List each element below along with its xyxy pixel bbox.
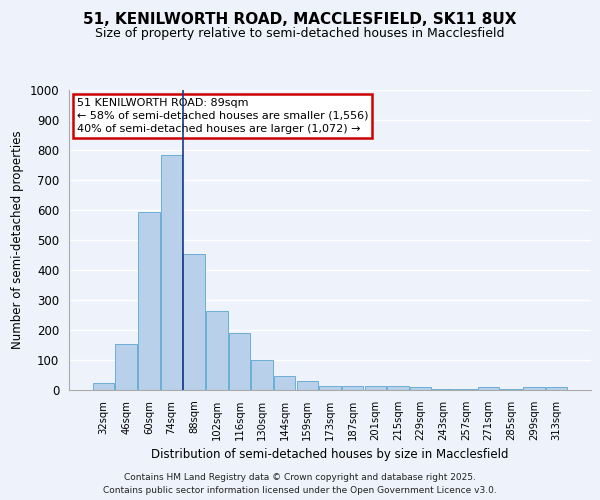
Y-axis label: Number of semi-detached properties: Number of semi-detached properties: [11, 130, 24, 350]
Bar: [342, 386, 364, 390]
Text: 51 KENILWORTH ROAD: 89sqm
← 58% of semi-detached houses are smaller (1,556)
40% : 51 KENILWORTH ROAD: 89sqm ← 58% of semi-…: [77, 98, 368, 134]
Text: Contains HM Land Registry data © Crown copyright and database right 2025.
Contai: Contains HM Land Registry data © Crown c…: [103, 474, 497, 495]
Text: 51, KENILWORTH ROAD, MACCLESFIELD, SK11 8UX: 51, KENILWORTH ROAD, MACCLESFIELD, SK11 …: [83, 12, 517, 28]
Bar: [229, 333, 250, 390]
Bar: [455, 389, 476, 390]
Bar: [523, 387, 545, 390]
Bar: [184, 254, 205, 390]
Bar: [296, 381, 318, 390]
Bar: [138, 212, 160, 390]
Bar: [93, 382, 114, 390]
Bar: [274, 376, 295, 390]
Bar: [251, 360, 273, 390]
Bar: [478, 387, 499, 390]
Bar: [206, 310, 227, 390]
Bar: [500, 388, 522, 390]
X-axis label: Distribution of semi-detached houses by size in Macclesfield: Distribution of semi-detached houses by …: [151, 448, 509, 462]
Bar: [319, 386, 341, 390]
Bar: [387, 386, 409, 390]
Bar: [161, 154, 182, 390]
Text: Size of property relative to semi-detached houses in Macclesfield: Size of property relative to semi-detach…: [95, 28, 505, 40]
Bar: [365, 386, 386, 390]
Bar: [546, 387, 567, 390]
Bar: [410, 387, 431, 390]
Bar: [433, 388, 454, 390]
Bar: [115, 344, 137, 390]
